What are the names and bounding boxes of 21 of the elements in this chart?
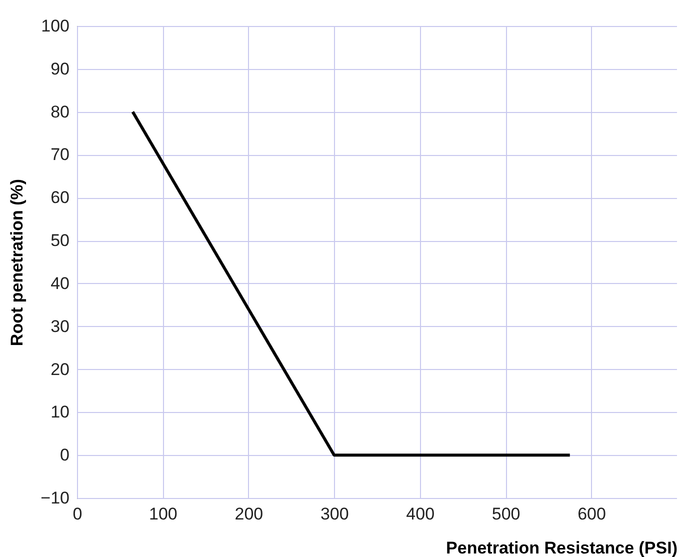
x-tick-label: 200 (234, 504, 264, 524)
y-tick-label: 40 (50, 274, 70, 293)
x-axis-title: Penetration Resistance (PSI) (446, 538, 678, 557)
y-tick-label: 100 (41, 16, 70, 36)
y-tick-label: 10 (50, 402, 70, 422)
y-tick-label: 20 (50, 360, 70, 379)
x-tick-label: 0 (72, 504, 82, 524)
y-axis-title: Root penetration (%) (8, 178, 27, 346)
y-tick-label: 90 (50, 59, 70, 78)
y-tick-label: 70 (50, 145, 70, 164)
x-tick-label: 300 (320, 504, 349, 524)
y-tick-label: −10 (40, 488, 70, 508)
y-tick-label: 80 (50, 102, 70, 122)
x-tick-label: 500 (492, 504, 520, 524)
x-tick-label: 600 (578, 504, 606, 524)
y-tick-label: 0 (60, 446, 70, 465)
x-tick-label: 400 (406, 504, 435, 524)
x-tick-label: 100 (149, 504, 178, 524)
y-tick-label: 60 (50, 188, 70, 208)
y-tick-label: 30 (50, 316, 70, 336)
y-tick-label: 50 (50, 231, 70, 250)
